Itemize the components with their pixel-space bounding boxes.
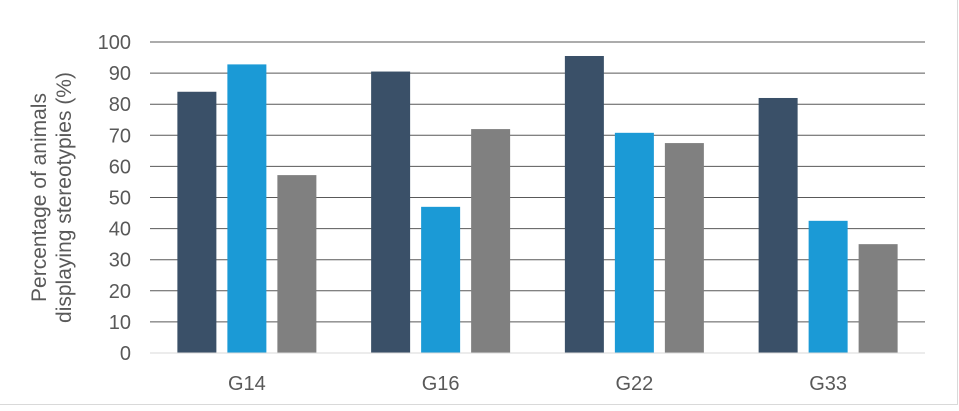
bar-g33-series-1: [758, 97, 798, 353]
x-tick-label: G16: [422, 373, 460, 395]
y-tick-label: 60: [109, 156, 131, 178]
x-tick-label: G22: [615, 373, 653, 395]
y-tick-label: 80: [109, 94, 131, 116]
bars: [177, 55, 898, 354]
x-axis-ticks: G14 G16 G22 G33: [228, 373, 847, 395]
bar-g14-series-2: [227, 64, 267, 353]
x-tick-label: G33: [809, 373, 847, 395]
bar-g22-series-1: [564, 55, 604, 354]
y-tick-label: 0: [120, 343, 131, 365]
y-tick-label: 40: [109, 219, 131, 241]
bar-g16-series-1: [371, 71, 411, 354]
y-axis-ticks: 0 10 20 30 40 50 60 70 80 90 100: [98, 32, 131, 365]
y-tick-label: 10: [109, 312, 131, 334]
y-tick-label: 20: [109, 281, 131, 303]
y-axis-label-line-1: Percentage of animals: [28, 93, 51, 302]
bar-g16-series-2: [421, 206, 461, 353]
y-axis-label-line-2: displaying stereotypies (%): [53, 72, 76, 323]
bar-g14-series-1: [177, 91, 217, 353]
bar-g14-series-3: [277, 175, 317, 353]
y-tick-label: 50: [109, 188, 131, 210]
y-tick-label: 30: [109, 250, 131, 272]
bar-g33-series-2: [808, 220, 848, 353]
x-tick-label: G14: [228, 373, 266, 395]
y-tick-label: 90: [109, 63, 131, 85]
y-tick-label: 100: [98, 32, 131, 54]
bar-g33-series-3: [858, 244, 898, 353]
y-tick-label: 70: [109, 125, 131, 147]
bar-g16-series-3: [471, 129, 511, 353]
bar-g22-series-3: [664, 143, 704, 353]
bar-g22-series-2: [614, 132, 654, 353]
